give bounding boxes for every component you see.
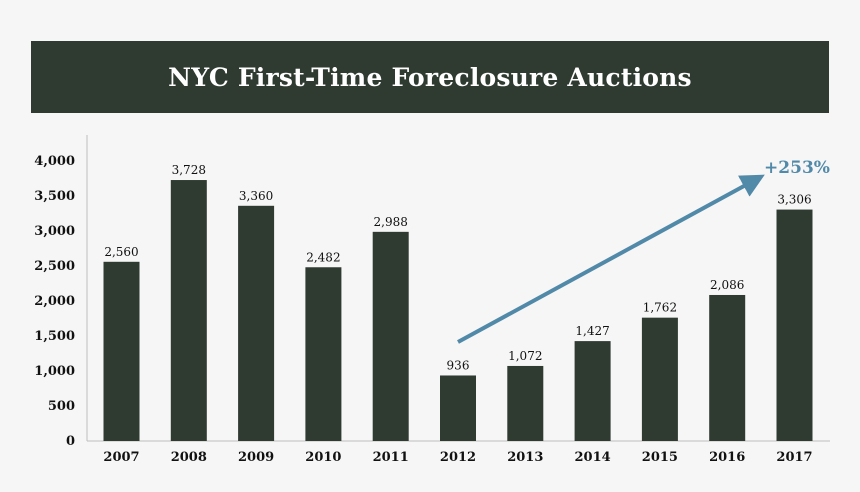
bar: [507, 365, 544, 441]
bar: [170, 180, 207, 442]
y-tick-label: 3,500: [34, 189, 75, 204]
value-label: 2,086: [710, 278, 744, 292]
bar: [372, 231, 409, 441]
y-tick-label: 2,000: [34, 294, 75, 309]
value-label: 2,482: [306, 250, 340, 264]
bars: [103, 180, 813, 442]
value-label: 3,306: [777, 193, 811, 207]
y-tick-label: 3,000: [34, 224, 75, 239]
growth-label: +253%: [764, 158, 830, 178]
x-tick-label: 2009: [238, 450, 274, 465]
y-tick-label: 1,000: [34, 364, 75, 379]
value-label: 1,762: [643, 301, 677, 315]
y-ticks: 0 500 1,000 1,500 2,000 2,500 3,000 3,500 4,000: [34, 154, 75, 449]
x-tick-label: 2016: [709, 450, 745, 465]
y-tick-label: 1,500: [34, 329, 75, 344]
y-tick-label: 2,500: [34, 259, 75, 274]
value-label: 2,988: [374, 215, 408, 229]
x-tick-label: 2015: [642, 450, 678, 465]
value-label: 3,360: [239, 189, 273, 203]
x-tick-label: 2012: [440, 450, 476, 465]
x-tick-label: 2011: [373, 450, 409, 465]
title-banner: NYC First-Time Foreclosure Auctions: [31, 41, 829, 113]
x-tick-label: 2010: [305, 450, 341, 465]
x-tick-label: 2008: [171, 450, 207, 465]
x-tick-label: 2013: [507, 450, 543, 465]
value-label: 2,560: [104, 245, 138, 259]
x-tick-label: 2014: [575, 450, 611, 465]
x-labels: 2007 2008 2009 2010 2011 2012 2013 2014 2015 2016…: [103, 450, 812, 465]
value-label: 3,728: [172, 163, 206, 177]
bar: [641, 317, 678, 441]
y-tick-label: 4,000: [34, 154, 75, 169]
chart-title: NYC First-Time Foreclosure Auctions: [168, 62, 692, 92]
growth-annotation: +253%: [457, 158, 830, 344]
bar: [776, 209, 813, 441]
bar: [440, 375, 476, 441]
x-tick-label: 2017: [776, 450, 812, 465]
y-tick-label: 0: [66, 434, 75, 449]
bar: [103, 261, 140, 441]
value-label: 1,072: [508, 349, 542, 363]
y-tick-label: 500: [48, 399, 75, 414]
value-labels: 2,560 3,728 3,360 2,482 2,988 936 1,072 1,427 1,…: [104, 163, 811, 372]
value-label: 1,427: [575, 324, 609, 338]
value-label: 936: [447, 358, 470, 372]
bar: [574, 341, 611, 441]
bar: [709, 294, 746, 441]
x-tick-label: 2007: [103, 450, 139, 465]
growth-arrow: [457, 174, 765, 344]
bar: [305, 267, 342, 441]
bar: [238, 205, 275, 441]
